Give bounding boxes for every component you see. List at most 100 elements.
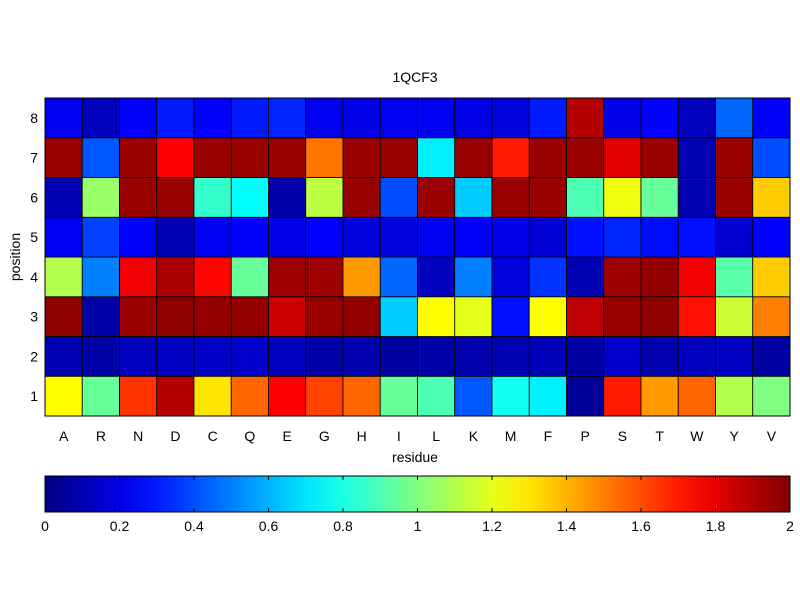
heatmap-cell-4-F [528, 256, 567, 298]
heatmap-cell-4-R [81, 256, 120, 298]
heatmap-cell-4-S [603, 256, 642, 298]
colorbar-tick-label: 1.2 [482, 518, 502, 534]
x-tick-label: D [170, 428, 180, 444]
heatmap-cell-4-V [752, 256, 791, 298]
heatmap-cell-2-R [81, 336, 120, 377]
heatmap-cell-7-A [44, 137, 83, 178]
y-tick-label: 4 [30, 269, 38, 285]
heatmap-cell-1-Y [715, 375, 754, 417]
heatmap-cell-4-T [640, 256, 679, 298]
heatmap-cell-8-G [305, 97, 344, 139]
heatmap-cell-8-V [752, 97, 791, 139]
colorbar-tick-label: 1.8 [706, 518, 726, 534]
x-tick-label: T [655, 428, 664, 444]
x-tick-label: K [469, 428, 479, 444]
y-tick-label: 1 [30, 388, 38, 404]
x-axis-label: residue [392, 449, 438, 465]
heatmap-cell-5-W [677, 216, 716, 258]
x-tick-label: H [357, 428, 367, 444]
heatmap-cell-2-L [417, 336, 456, 377]
heatmap-cell-1-P [566, 375, 605, 417]
heatmap-cell-6-P [566, 177, 605, 218]
heatmap-cell-7-H [342, 137, 381, 178]
colorbar-tick-label: 0.8 [333, 518, 353, 534]
heatmap-cell-3-Y [715, 296, 754, 337]
heatmap-cell-2-S [603, 336, 642, 377]
heatmap-cell-2-Q [230, 336, 269, 377]
heatmap-cell-6-L [417, 177, 456, 218]
heatmap-cell-5-E [268, 216, 307, 258]
heatmap-cell-5-K [454, 216, 493, 258]
x-tick-label: F [544, 428, 553, 444]
heatmap-cell-6-V [752, 177, 791, 218]
heatmap-cell-1-V [752, 375, 791, 417]
heatmap-cell-6-N [119, 177, 158, 218]
heatmap-cell-7-I [379, 137, 418, 178]
colorbar-tick-label: 2 [786, 518, 794, 534]
heatmap-cell-1-G [305, 375, 344, 417]
heatmap-cell-5-S [603, 216, 642, 258]
heatmap-cell-8-F [528, 97, 567, 139]
y-tick-label: 2 [30, 348, 38, 364]
heatmap-cell-4-I [379, 256, 418, 298]
heatmap-cell-5-H [342, 216, 381, 258]
y-tick-label: 8 [30, 110, 38, 126]
plot-frame [44, 97, 791, 417]
heatmap-cell-4-A [44, 256, 83, 298]
heatmap-cell-3-R [81, 296, 120, 337]
heatmap-cell-1-Q [230, 375, 269, 417]
heatmap-cell-1-H [342, 375, 381, 417]
heatmap-cell-3-A [44, 296, 83, 337]
heatmap-cell-5-M [491, 216, 530, 258]
heatmap-cell-7-Y [715, 137, 754, 178]
heatmap-cell-3-T [640, 296, 679, 337]
y-tick-label: 7 [30, 150, 38, 166]
heatmap-cell-5-I [379, 216, 418, 258]
heatmap-cell-7-W [677, 137, 716, 178]
heatmap-cell-1-F [528, 375, 567, 417]
heatmap-cell-4-C [193, 256, 232, 298]
x-tick-label: R [96, 428, 106, 444]
x-tick-label: S [618, 428, 627, 444]
heatmap-cell-4-P [566, 256, 605, 298]
heatmap-cell-5-F [528, 216, 567, 258]
heatmap-cell-3-G [305, 296, 344, 337]
heatmap-cell-8-Q [230, 97, 269, 139]
heatmap-cell-8-E [268, 97, 307, 139]
x-tick-label: V [767, 428, 777, 444]
heatmap-cell-7-V [752, 137, 791, 178]
heatmap-cell-3-L [417, 296, 456, 337]
heatmap-cell-7-M [491, 137, 530, 178]
heatmap-cell-2-A [44, 336, 83, 377]
heatmap-cell-7-P [566, 137, 605, 178]
heatmap-cell-6-S [603, 177, 642, 218]
heatmap-cell-3-S [603, 296, 642, 337]
heatmap-cell-6-I [379, 177, 418, 218]
heatmap-cell-6-Q [230, 177, 269, 218]
x-tick-label: P [580, 428, 589, 444]
heatmap-cell-8-T [640, 97, 679, 139]
heatmap-cell-3-I [379, 296, 418, 337]
heatmap-cell-8-W [677, 97, 716, 139]
heatmap-cell-5-Q [230, 216, 269, 258]
heatmap-cell-2-T [640, 336, 679, 377]
heatmap-cell-5-L [417, 216, 456, 258]
heatmap-cell-1-M [491, 375, 530, 417]
heatmap-cell-3-P [566, 296, 605, 337]
x-tick-label: E [282, 428, 291, 444]
heatmap-cell-4-E [268, 256, 307, 298]
heatmap-cell-6-R [81, 177, 120, 218]
heatmap-cell-7-K [454, 137, 493, 178]
chart-title: 1QCF3 [392, 69, 437, 85]
x-tick-label: A [59, 428, 69, 444]
heatmap-cell-4-Q [230, 256, 269, 298]
heatmap-cell-2-H [342, 336, 381, 377]
heatmap-cell-3-Q [230, 296, 269, 337]
heatmap-cell-1-L [417, 375, 456, 417]
heatmap-cell-5-N [119, 216, 158, 258]
heatmap-cell-2-I [379, 336, 418, 377]
heatmap-cell-1-K [454, 375, 493, 417]
heatmap-cell-1-S [603, 375, 642, 417]
heatmap-cell-7-F [528, 137, 567, 178]
